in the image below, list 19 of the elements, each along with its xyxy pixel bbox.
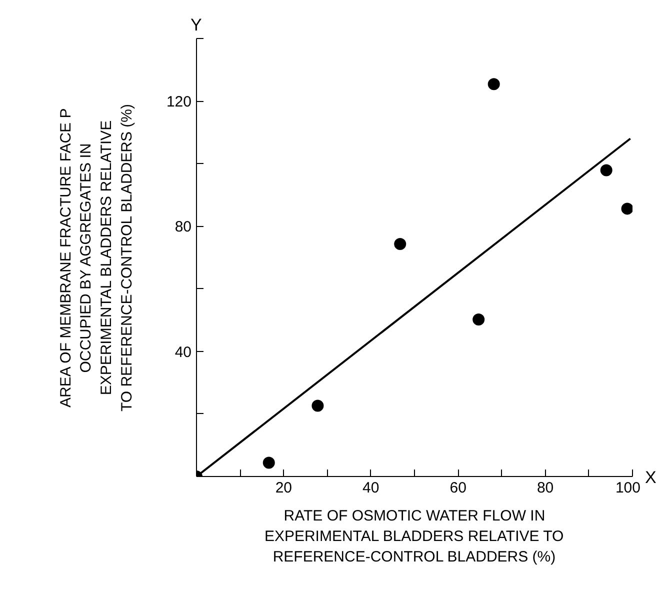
text: X xyxy=(645,467,656,489)
x-tick-label: 60 xyxy=(450,480,466,496)
x-tick-label: 20 xyxy=(275,480,292,496)
x-tick-label: 40 xyxy=(362,480,380,496)
text: Y xyxy=(190,16,202,34)
point xyxy=(621,202,632,215)
point xyxy=(394,238,406,250)
y-tick-label: 80 xyxy=(174,218,192,236)
y-tick-label: 120 xyxy=(166,94,192,111)
y-tick-label: 40 xyxy=(174,344,192,361)
point xyxy=(488,78,500,90)
point xyxy=(262,456,275,469)
point xyxy=(472,313,485,326)
y-axis-title: AREA OF MEMBRANE FRACTURE FACE P OCCUPIED BY AGGREGATES IN EXPERIMENTAL BLADDERS RELATIVE TO REFERENCE-CONTROL BLADDERS (%) xyxy=(57,104,136,412)
x-tick-label: 80 xyxy=(536,480,554,496)
point xyxy=(312,400,324,412)
point xyxy=(600,164,612,176)
x-tick-label: 100 xyxy=(615,480,641,496)
x-axis-title: RATE OF OSMOTIC WATER FLOW IN EXPERIMENTAL BLADDERS RELATIVE TO REFERENCE-CONTROL BLADDERS (%) xyxy=(264,508,564,566)
